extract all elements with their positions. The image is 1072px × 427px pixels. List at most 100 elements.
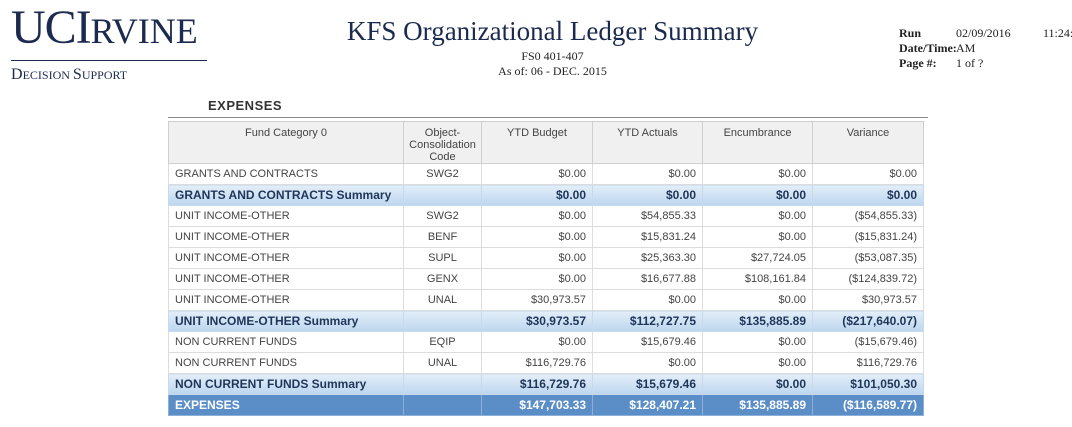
cell-actuals: $0.00 xyxy=(592,352,703,374)
cell-code xyxy=(403,394,482,416)
cell-budget: $147,703.33 xyxy=(481,394,593,416)
cell-variance: ($217,640.07) xyxy=(812,310,924,332)
cell-code xyxy=(403,373,482,395)
header-variance: Variance xyxy=(812,121,924,164)
cell-encumbrance: $0.00 xyxy=(702,289,813,311)
summary-row: NON CURRENT FUNDS Summary $116,729.76 $1… xyxy=(168,373,924,395)
cell-variance: $30,973.57 xyxy=(812,289,924,311)
cell-actuals: $15,679.46 xyxy=(592,373,703,395)
cell-fund: GRANTS AND CONTRACTS Summary xyxy=(168,184,404,206)
cell-fund: UNIT INCOME-OTHER xyxy=(168,226,404,248)
cell-actuals: $54,855.33 xyxy=(592,205,703,227)
table-row: UNIT INCOME-OTHER GENX $0.00 $16,677.88 … xyxy=(168,268,924,290)
cell-encumbrance: $0.00 xyxy=(702,331,813,353)
cell-code: SWG2 xyxy=(403,163,482,185)
run-label: Run xyxy=(899,26,922,40)
cell-budget: $0.00 xyxy=(481,184,593,206)
cell-budget: $30,973.57 xyxy=(481,289,593,311)
table-header-row: Fund Category 0 Object-Consolidation Cod… xyxy=(168,121,924,164)
table-row: UNIT INCOME-OTHER BENF $0.00 $15,831.24 … xyxy=(168,226,924,248)
report-as-of: As of: 06 - DEC. 2015 xyxy=(498,64,607,78)
cell-fund: UNIT INCOME-OTHER xyxy=(168,205,404,227)
cell-encumbrance: $0.00 xyxy=(702,205,813,227)
table-row: UNIT INCOME-OTHER SWG2 $0.00 $54,855.33 … xyxy=(168,205,924,227)
cell-encumbrance: $0.00 xyxy=(702,373,813,395)
ledger-table: Fund Category 0 Object-Consolidation Cod… xyxy=(168,121,924,416)
date-time-label: Date/Time: xyxy=(899,41,957,55)
cell-actuals: $0.00 xyxy=(592,163,703,185)
page-value: 1 of ? xyxy=(956,56,984,70)
cell-variance: ($116,589.77) xyxy=(812,394,924,416)
header-fund-category: Fund Category 0 xyxy=(168,121,404,164)
header-object-code: Object-Consolidation Code xyxy=(403,121,482,164)
cell-actuals: $128,407.21 xyxy=(592,394,703,416)
cell-code xyxy=(403,310,482,332)
cell-fund: EXPENSES xyxy=(168,394,404,416)
cell-variance: ($53,087.35) xyxy=(812,247,924,269)
cell-actuals: $15,679.46 xyxy=(592,331,703,353)
cell-budget: $30,973.57 xyxy=(481,310,593,332)
cell-actuals: $25,363.30 xyxy=(592,247,703,269)
table-row: NON CURRENT FUNDS EQIP $0.00 $15,679.46 … xyxy=(168,331,924,353)
cell-variance: $0.00 xyxy=(812,184,924,206)
table-row: UNIT INCOME-OTHER SUPL $0.00 $25,363.30 … xyxy=(168,247,924,269)
header-ytd-budget: YTD Budget xyxy=(481,121,593,164)
cell-actuals: $0.00 xyxy=(592,184,703,206)
page-label: Page #: xyxy=(899,56,937,70)
header-ytd-actuals: YTD Actuals xyxy=(592,121,703,164)
logo-wordmark: UCIRVINE xyxy=(11,1,198,54)
cell-encumbrance: $135,885.89 xyxy=(702,394,813,416)
cell-fund: NON CURRENT FUNDS Summary xyxy=(168,373,404,395)
cell-budget: $0.00 xyxy=(481,247,593,269)
ucirvine-logo: UCIRVINE DECISION SUPPORT xyxy=(11,1,211,83)
cell-encumbrance: $108,161.84 xyxy=(702,268,813,290)
cell-encumbrance: $135,885.89 xyxy=(702,310,813,332)
cell-actuals: $15,831.24 xyxy=(592,226,703,248)
section-title: EXPENSES xyxy=(208,98,283,113)
run-am-pm: AM xyxy=(956,41,976,55)
cell-budget: $0.00 xyxy=(481,268,593,290)
cell-budget: $0.00 xyxy=(481,226,593,248)
cell-encumbrance: $0.00 xyxy=(702,352,813,374)
cell-actuals: $16,677.88 xyxy=(592,268,703,290)
cell-code xyxy=(403,184,482,206)
logo-divider xyxy=(11,60,207,61)
cell-encumbrance: $0.00 xyxy=(702,163,813,185)
cell-fund: UNIT INCOME-OTHER Summary xyxy=(168,310,404,332)
cell-code: UNAL xyxy=(403,352,482,374)
cell-budget: $0.00 xyxy=(481,331,593,353)
cell-code: BENF xyxy=(403,226,482,248)
cell-variance: $0.00 xyxy=(812,163,924,185)
cell-variance: ($15,679.46) xyxy=(812,331,924,353)
cell-variance: ($15,831.24) xyxy=(812,226,924,248)
cell-variance: ($54,855.33) xyxy=(812,205,924,227)
cell-budget: $116,729.76 xyxy=(481,373,593,395)
cell-encumbrance: $27,724.05 xyxy=(702,247,813,269)
cell-fund: NON CURRENT FUNDS xyxy=(168,331,404,353)
cell-code: EQIP xyxy=(403,331,482,353)
table-row: UNIT INCOME-OTHER UNAL $30,973.57 $0.00 … xyxy=(168,289,924,311)
summary-row: UNIT INCOME-OTHER Summary $30,973.57 $11… xyxy=(168,310,924,332)
report-title: KFS Organizational Ledger Summary xyxy=(346,16,759,46)
summary-row: GRANTS AND CONTRACTS Summary $0.00 $0.00… xyxy=(168,184,924,206)
cell-actuals: $0.00 xyxy=(592,289,703,311)
cell-fund: UNIT INCOME-OTHER xyxy=(168,268,404,290)
cell-fund: GRANTS AND CONTRACTS xyxy=(168,163,404,185)
cell-budget: $116,729.76 xyxy=(481,352,593,374)
table-row: GRANTS AND CONTRACTS SWG2 $0.00 $0.00 $0… xyxy=(168,163,924,185)
run-time: 11:24: xyxy=(1043,26,1072,40)
cell-code: SWG2 xyxy=(403,205,482,227)
cell-budget: $0.00 xyxy=(481,163,593,185)
cell-budget: $0.00 xyxy=(481,205,593,227)
cell-variance: $116,729.76 xyxy=(812,352,924,374)
section-divider xyxy=(168,117,928,118)
cell-code: UNAL xyxy=(403,289,482,311)
cell-encumbrance: $0.00 xyxy=(702,184,813,206)
cell-fund: UNIT INCOME-OTHER xyxy=(168,289,404,311)
cell-actuals: $112,727.75 xyxy=(592,310,703,332)
table-row: NON CURRENT FUNDS UNAL $116,729.76 $0.00… xyxy=(168,352,924,374)
report-subtitle: FS0 401-407 As of: 06 - DEC. 2015 xyxy=(300,49,805,79)
cell-fund: NON CURRENT FUNDS xyxy=(168,352,404,374)
cell-code: GENX xyxy=(403,268,482,290)
run-date: 02/09/2016 xyxy=(956,26,1011,40)
